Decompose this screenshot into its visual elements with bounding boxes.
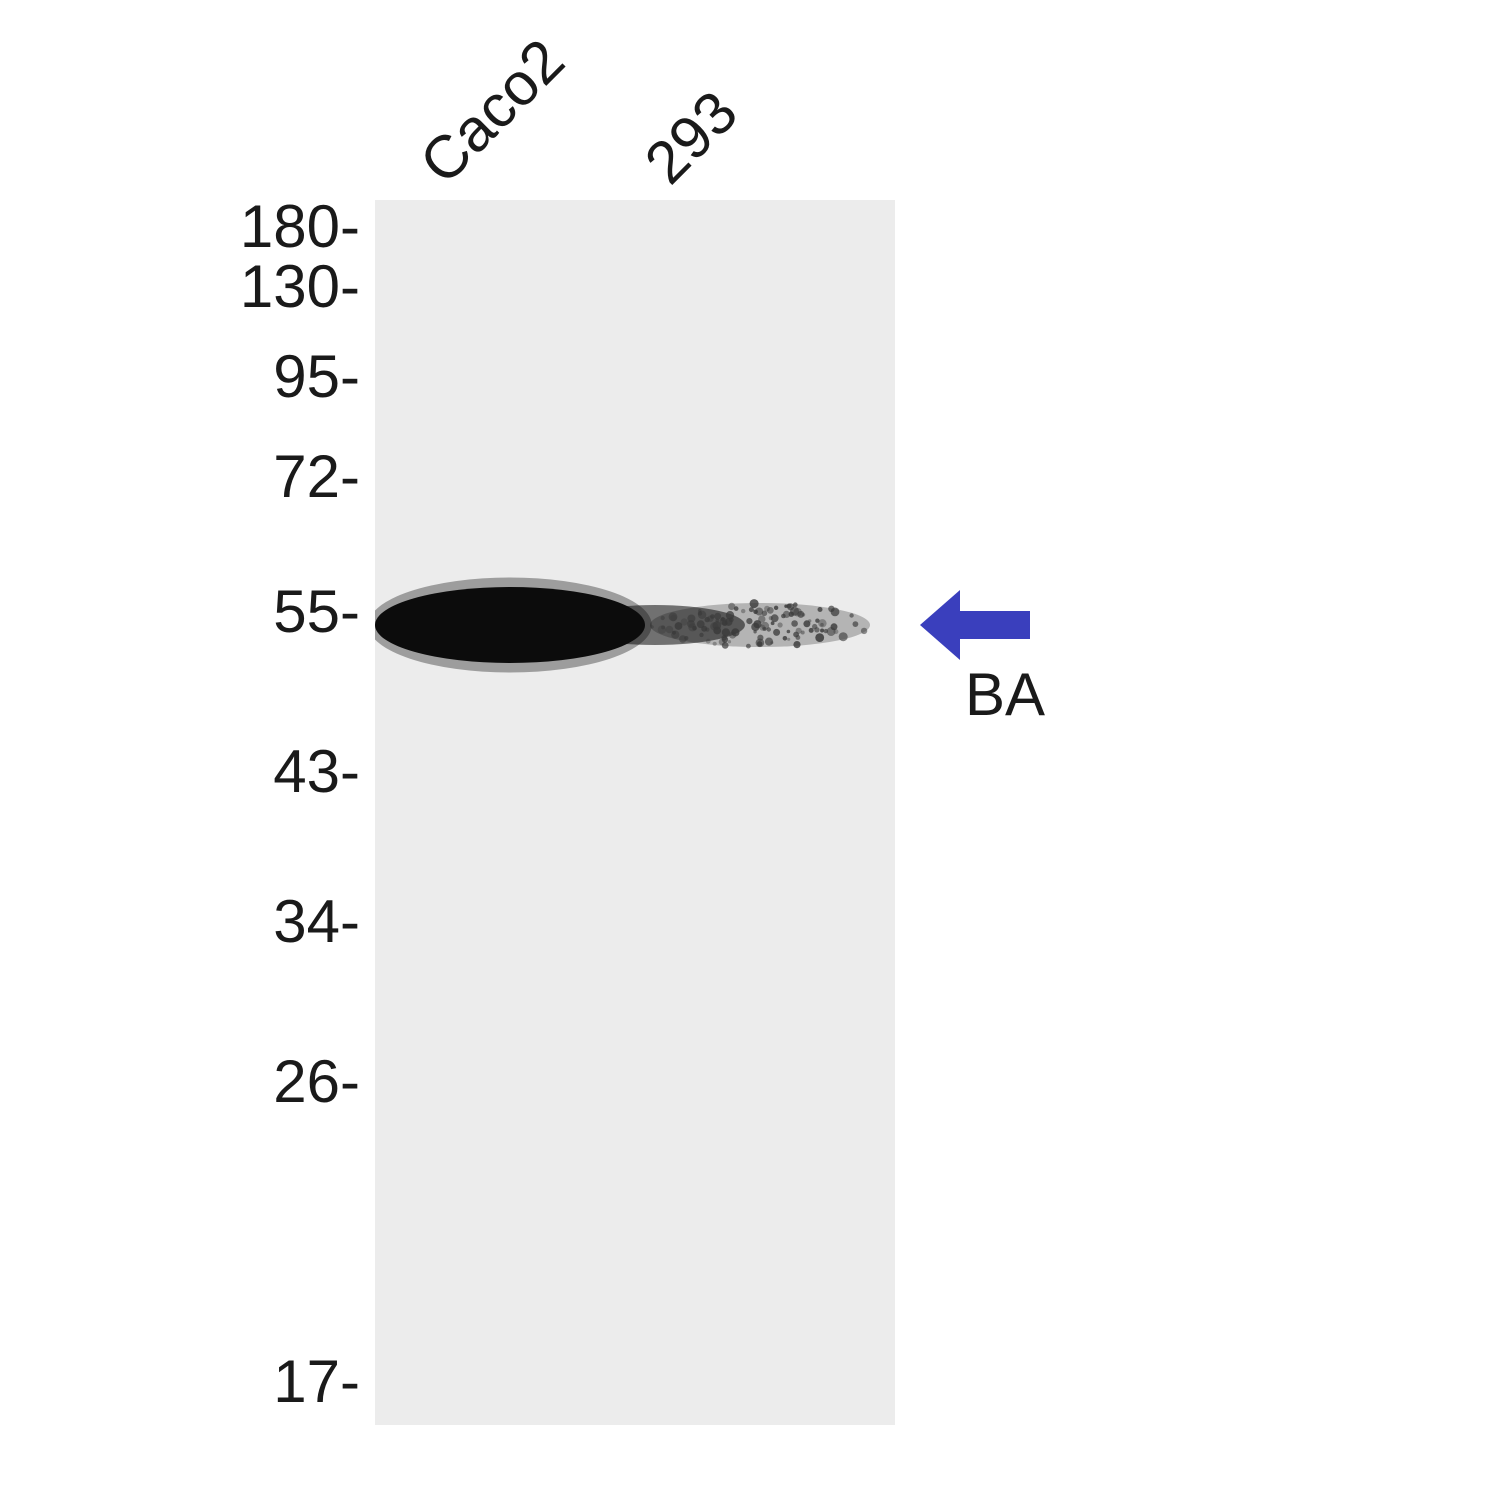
lane-label-2: 293 [631,77,751,197]
mw-marker-180: 180- [0,192,360,261]
lane-label-1: Caco2 [406,26,577,197]
target-arrow-icon [920,590,1030,660]
mw-marker-72: 72- [0,442,360,511]
target-protein-label: BA [965,660,1045,729]
protein-band [375,200,895,1425]
mw-marker-43: 43- [0,737,360,806]
mw-marker-95: 95- [0,342,360,411]
western-blot-figure: Caco2 293 180-130-95-72-55-43-34-26-17- … [0,0,1500,1500]
mw-marker-34: 34- [0,887,360,956]
mw-marker-26: 26- [0,1047,360,1116]
arrow-stem [960,611,1030,639]
arrow-head [920,590,960,660]
mw-marker-17: 17- [0,1347,360,1416]
mw-marker-55: 55- [0,577,360,646]
mw-marker-130: 130- [0,252,360,321]
